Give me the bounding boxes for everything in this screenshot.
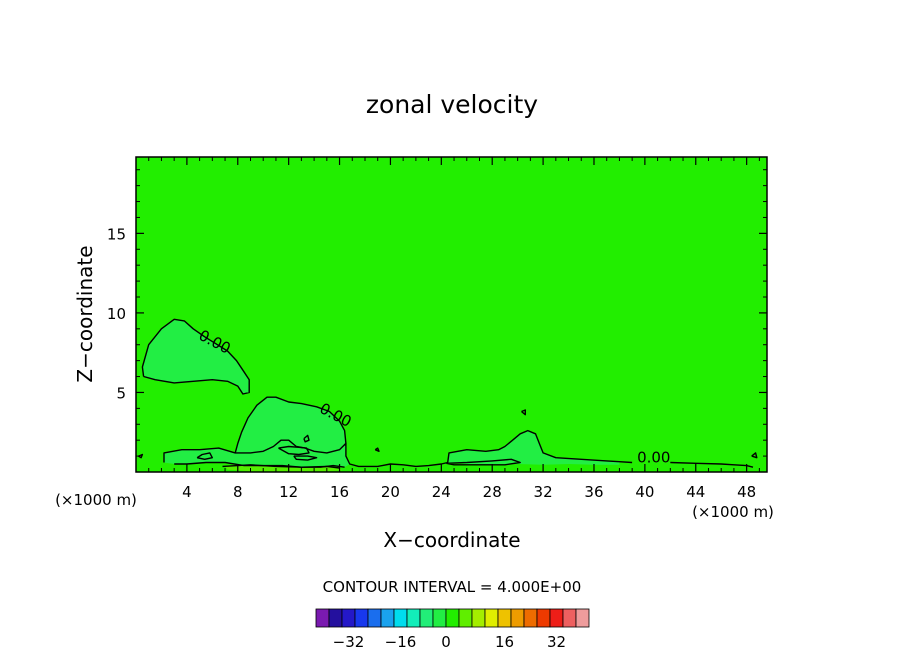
plot-area: 0.000.000.00 [135, 156, 768, 473]
contour-line [234, 396, 347, 454]
x-tick-label: 12 [279, 483, 298, 501]
x-tick-label: 48 [737, 483, 756, 501]
contour-label: 0.00 [637, 448, 670, 466]
contour-region [235, 397, 346, 453]
colorbar-swatch [354, 608, 369, 628]
y-tick-label: 5 [116, 384, 126, 402]
colorbar-swatch [393, 608, 408, 628]
colorbar-tick-label: 0 [441, 633, 451, 651]
colorbar-swatch [536, 608, 551, 628]
contour-line [303, 434, 310, 443]
contour-line [374, 447, 380, 452]
contour-line [751, 452, 758, 459]
colorbar-tick-label: −32 [333, 633, 365, 651]
colorbar-swatch [458, 608, 473, 628]
colorbar-swatch [341, 608, 356, 628]
contour-line [196, 452, 214, 460]
contour-line [138, 453, 144, 459]
colorbar [315, 608, 590, 628]
colorbar-swatch [562, 608, 577, 628]
x-tick-label: 20 [381, 483, 400, 501]
y-axis-label: Z−coordinate [73, 245, 97, 382]
x-tick-label: 36 [584, 483, 603, 501]
colorbar-swatch [406, 608, 421, 628]
x-tick-label: 16 [330, 483, 349, 501]
contour-region [447, 430, 620, 465]
colorbar-tick-label: −16 [385, 633, 417, 651]
colorbar-swatch [471, 608, 486, 628]
y-axis-ticks: 5 10 15 [107, 169, 767, 457]
contour-line [521, 409, 526, 416]
x-axis-ticks: 4 8 12 16 20 24 28 32 36 40 44 48 [148, 157, 760, 501]
colorbar-swatch [419, 608, 434, 628]
colorbar-swatch [367, 608, 382, 628]
colorbar-swatch [575, 608, 590, 628]
x-tick-label: 4 [182, 483, 192, 501]
x-unit-left: (×1000 m) [55, 491, 137, 509]
x-tick-label: 32 [534, 483, 553, 501]
x-unit-right: (×1000 m) [692, 503, 774, 521]
colorbar-swatch [549, 608, 564, 628]
contour-line [670, 461, 754, 468]
x-axis-label: X−coordinate [383, 528, 520, 552]
plot-frame [135, 156, 768, 473]
y-tick-label: 10 [107, 305, 126, 323]
plot-background [136, 157, 767, 472]
x-tick-label: 24 [432, 483, 451, 501]
chart-title: zonal velocity [366, 90, 538, 119]
colorbar-tick-label: 16 [495, 633, 514, 651]
x-tick-label: 44 [686, 483, 705, 501]
contour-line [278, 445, 310, 456]
x-tick-label: 28 [483, 483, 502, 501]
colorbar-swatch [523, 608, 538, 628]
colorbar-swatch [432, 608, 447, 628]
contour-regions [142, 319, 620, 472]
colorbar-swatch [497, 608, 512, 628]
colorbar-swatch [315, 608, 330, 628]
contour-line [293, 455, 318, 461]
contour-region [225, 464, 343, 472]
contour-region [142, 319, 250, 394]
colorbar-title: CONTOUR INTERVAL = 4.000E+00 [323, 578, 582, 596]
colorbar-swatch [445, 608, 460, 628]
contour-line [446, 458, 521, 466]
x-tick-label: 40 [635, 483, 654, 501]
contour-line [141, 318, 250, 395]
colorbar-swatch [484, 608, 499, 628]
colorbar-swatch [328, 608, 343, 628]
y-tick-label: 15 [107, 225, 126, 243]
colorbar-tick-labels: −32 −16 0 16 32 [333, 633, 566, 651]
x-tick-label: 8 [233, 483, 243, 501]
colorbar-swatch [380, 608, 395, 628]
colorbar-tick-label: 32 [547, 633, 566, 651]
colorbar-swatch [510, 608, 525, 628]
